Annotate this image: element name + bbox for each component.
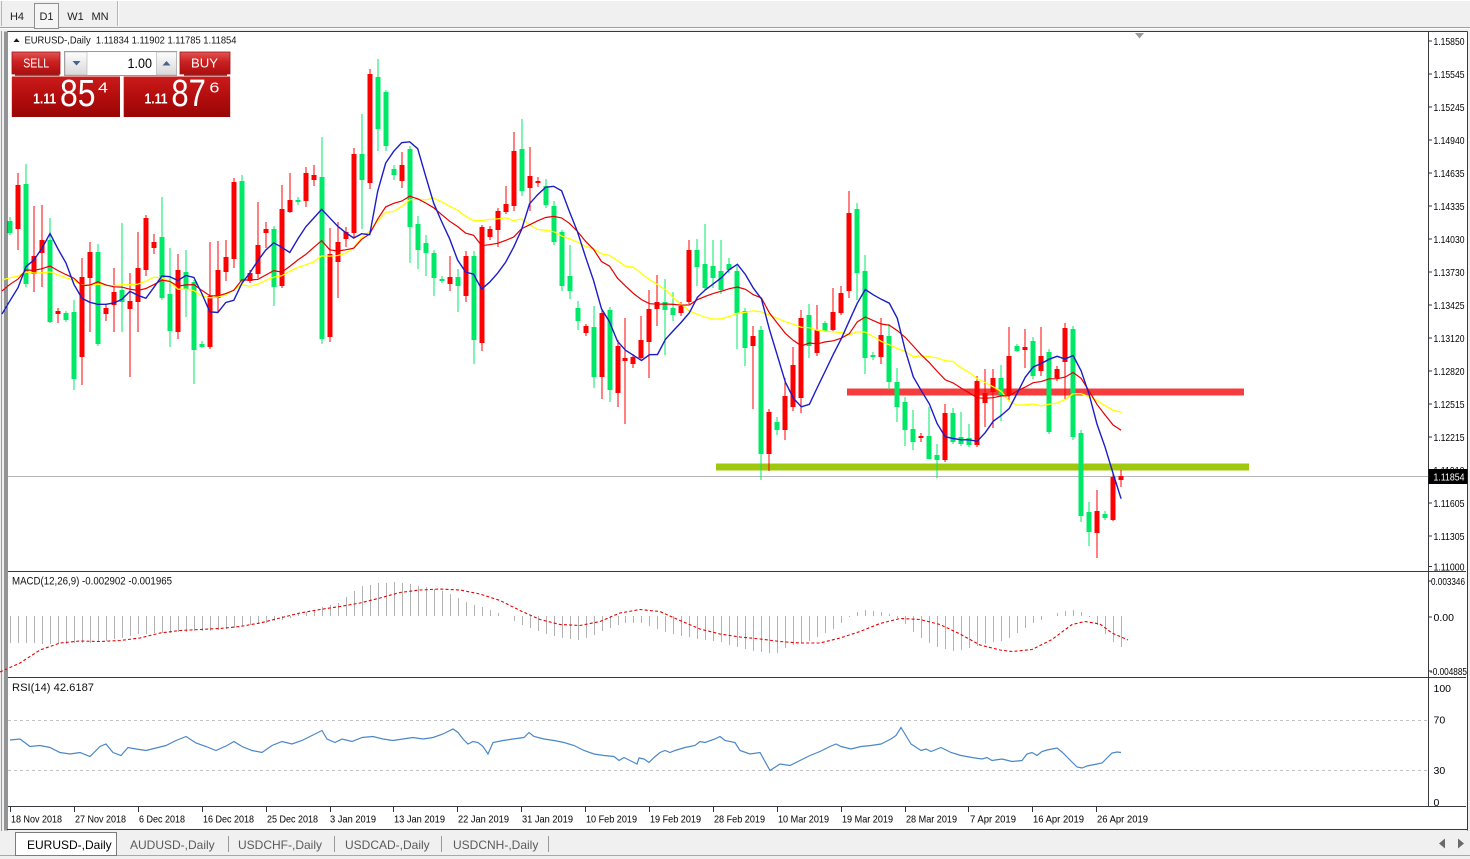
svg-text:19 Feb 2019: 19 Feb 2019 xyxy=(650,814,701,826)
svg-text:70: 70 xyxy=(1434,715,1446,727)
svg-text:85: 85 xyxy=(60,73,96,115)
svg-text:16 Dec 2018: 16 Dec 2018 xyxy=(203,814,254,826)
svg-text:0: 0 xyxy=(1434,797,1440,809)
svg-text:87: 87 xyxy=(171,73,206,115)
svg-text:EURUSD-,Daily 1.11834 1.11902: EURUSD-,Daily 1.11834 1.11902 1.11785 1.… xyxy=(25,35,237,47)
svg-text:SELL: SELL xyxy=(23,57,49,71)
svg-text:1.14635: 1.14635 xyxy=(1434,168,1465,180)
svg-text:18 Nov 2018: 18 Nov 2018 xyxy=(11,814,62,826)
svg-text:AUDUSD-,Daily: AUDUSD-,Daily xyxy=(130,838,215,852)
svg-text:3 Jan 2019: 3 Jan 2019 xyxy=(330,814,376,826)
svg-text:1.15850: 1.15850 xyxy=(1434,36,1465,48)
svg-text:4: 4 xyxy=(98,80,108,97)
svg-text:1.13120: 1.13120 xyxy=(1434,333,1465,345)
svg-text:1.11: 1.11 xyxy=(33,91,56,108)
svg-text:BUY: BUY xyxy=(191,57,219,71)
svg-text:28 Feb 2019: 28 Feb 2019 xyxy=(714,814,765,826)
svg-text:28 Mar 2019: 28 Mar 2019 xyxy=(906,814,957,826)
svg-text:RSI(14) 42.6187: RSI(14) 42.6187 xyxy=(12,682,94,694)
svg-text:0.003346: 0.003346 xyxy=(1431,576,1465,588)
svg-text:13 Jan 2019: 13 Jan 2019 xyxy=(394,814,445,826)
svg-text:1.11854: 1.11854 xyxy=(1434,472,1465,484)
svg-text:1.13425: 1.13425 xyxy=(1434,300,1465,312)
svg-text:1.12215: 1.12215 xyxy=(1434,432,1465,444)
svg-text:USDCHF-,Daily: USDCHF-,Daily xyxy=(238,838,322,852)
svg-text:6: 6 xyxy=(209,80,219,97)
svg-text:1.11605: 1.11605 xyxy=(1434,498,1465,510)
svg-text:100: 100 xyxy=(1434,683,1452,695)
svg-text:1.15245: 1.15245 xyxy=(1434,102,1465,114)
svg-text:D1: D1 xyxy=(39,11,53,23)
svg-text:1.15545: 1.15545 xyxy=(1434,69,1465,81)
svg-text:1.00: 1.00 xyxy=(128,56,153,71)
svg-text:1.12820: 1.12820 xyxy=(1434,366,1465,378)
svg-text:1.11305: 1.11305 xyxy=(1434,531,1465,543)
svg-text:1.14335: 1.14335 xyxy=(1434,201,1465,213)
svg-text:31 Jan 2019: 31 Jan 2019 xyxy=(522,814,573,826)
svg-text:25 Dec 2018: 25 Dec 2018 xyxy=(267,814,318,826)
svg-text:1.14940: 1.14940 xyxy=(1434,135,1465,147)
svg-text:MACD(12,26,9) -0.002902 -0.001: MACD(12,26,9) -0.002902 -0.001965 xyxy=(12,576,172,588)
svg-text:27 Nov 2018: 27 Nov 2018 xyxy=(75,814,126,826)
svg-text:USDCNH-,Daily: USDCNH-,Daily xyxy=(453,838,538,852)
svg-text:16 Apr 2019: 16 Apr 2019 xyxy=(1033,814,1084,826)
svg-text:26 Apr 2019: 26 Apr 2019 xyxy=(1097,814,1148,826)
svg-text:MN: MN xyxy=(91,11,108,23)
svg-text:1.11: 1.11 xyxy=(145,91,168,108)
svg-text:10 Mar 2019: 10 Mar 2019 xyxy=(778,814,829,826)
svg-text:1.12515: 1.12515 xyxy=(1434,399,1465,411)
svg-text:1.14030: 1.14030 xyxy=(1434,234,1465,246)
svg-text:19 Mar 2019: 19 Mar 2019 xyxy=(842,814,893,826)
svg-text:-0.004885: -0.004885 xyxy=(1430,666,1467,678)
svg-text:1.13730: 1.13730 xyxy=(1434,267,1465,279)
svg-text:6 Dec 2018: 6 Dec 2018 xyxy=(139,814,185,826)
svg-text:30: 30 xyxy=(1434,765,1446,777)
svg-text:22 Jan 2019: 22 Jan 2019 xyxy=(458,814,509,826)
svg-text:H4: H4 xyxy=(10,11,24,23)
svg-text:1.11000: 1.11000 xyxy=(1434,562,1465,574)
svg-text:EURUSD-,Daily: EURUSD-,Daily xyxy=(27,838,112,852)
svg-text:7 Apr 2019: 7 Apr 2019 xyxy=(970,814,1016,826)
svg-text:USDCAD-,Daily: USDCAD-,Daily xyxy=(345,838,430,852)
svg-text:0.00: 0.00 xyxy=(1434,612,1455,624)
svg-text:10 Feb 2019: 10 Feb 2019 xyxy=(586,814,637,826)
svg-text:W1: W1 xyxy=(67,11,84,23)
